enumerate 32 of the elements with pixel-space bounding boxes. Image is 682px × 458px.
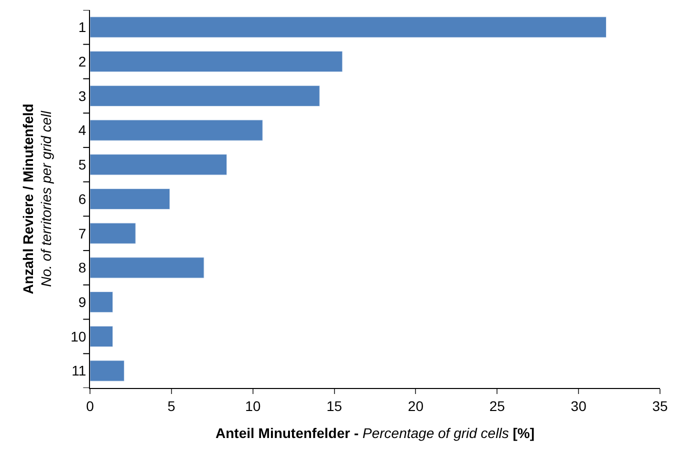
bar <box>90 326 114 348</box>
y-tick-label: 5 <box>78 156 86 173</box>
y-tick-label: 7 <box>78 225 86 242</box>
y-tick-label: 10 <box>70 328 86 344</box>
y-tick-label: 11 <box>72 362 86 379</box>
y-tick-label: 3 <box>78 88 86 104</box>
y-tick-label: 8 <box>78 260 86 276</box>
bar <box>90 188 170 210</box>
y-tick-label: 1 <box>78 19 86 36</box>
bar <box>90 16 607 38</box>
x-tick-label: 20 <box>408 398 424 414</box>
x-tick-label: 5 <box>168 398 176 414</box>
x-axis-title: Anteil Minutenfelder - Percentage of grid cells [%] <box>216 425 534 442</box>
y-tick-label: 4 <box>78 122 86 138</box>
y-tick-label: 2 <box>78 53 86 70</box>
x-tick-label: 25 <box>489 398 506 414</box>
x-tick-label: 35 <box>652 398 668 414</box>
x-tick-label: 10 <box>245 398 261 414</box>
bar <box>90 292 114 313</box>
bar <box>90 222 136 244</box>
bar <box>90 154 228 176</box>
bar <box>90 50 343 72</box>
y-tick-label: 9 <box>78 294 86 310</box>
bar <box>90 85 320 106</box>
x-tick-label: 0 <box>86 398 94 414</box>
bar <box>90 360 124 382</box>
bar <box>90 120 263 141</box>
bar <box>90 257 204 278</box>
y-axis-title: Anzahl Reviere / Minutenfeld No. of territories per grid cell <box>20 104 54 294</box>
x-tick-label: 15 <box>326 398 342 414</box>
y-tick-label: 6 <box>78 190 86 207</box>
x-tick-label: 30 <box>570 398 587 414</box>
